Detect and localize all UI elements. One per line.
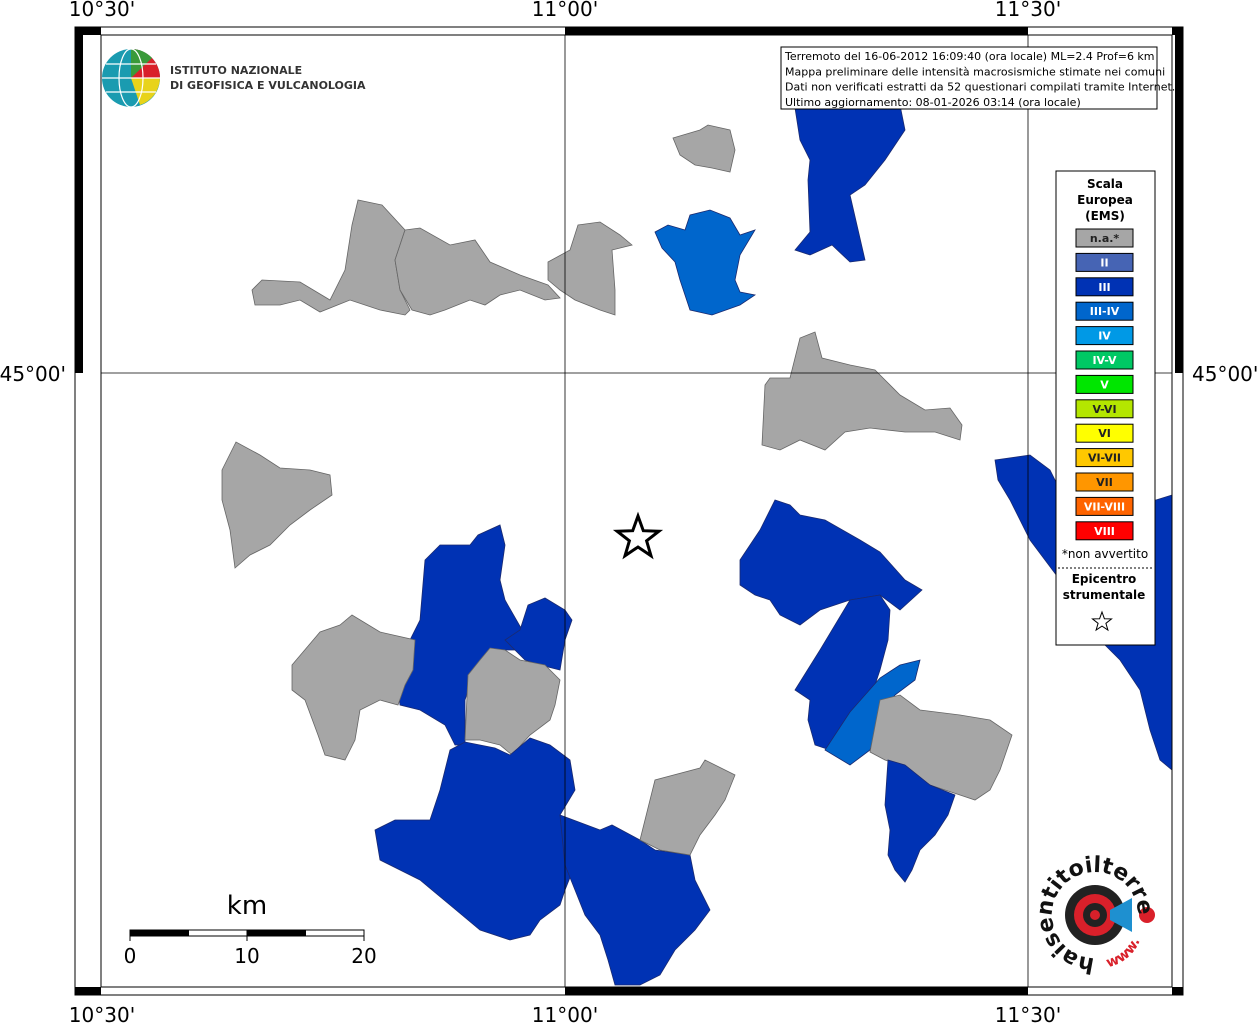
scale-bar: km 0 10 20 <box>124 891 377 968</box>
info-line: Dati non verificati estratti da 52 quest… <box>785 81 1175 94</box>
scale-unit: km <box>227 891 267 921</box>
municipality <box>761 331 963 451</box>
legend-title: (EMS) <box>1085 209 1125 223</box>
municipality <box>739 499 923 626</box>
municipality <box>251 199 411 316</box>
municipality <box>654 209 757 316</box>
legend-swatch <box>1075 374 1134 394</box>
longitude-label: 11°00' <box>532 0 598 21</box>
legend-epicenter-title: Epicentro <box>1072 572 1137 586</box>
municipality <box>672 124 736 173</box>
legend-swatch <box>1075 228 1134 248</box>
legend-swatch <box>1075 277 1134 297</box>
graticule <box>101 35 1172 987</box>
info-line: Mappa preliminare delle intensità macros… <box>785 65 1165 78</box>
legend-epicenter-title: strumentale <box>1063 588 1146 602</box>
municipality <box>397 524 526 746</box>
legend-label: III-IV <box>1090 305 1120 318</box>
longitude-label: 10°30' <box>69 1003 135 1024</box>
latitude-label: 45°00' <box>0 362 66 386</box>
legend-label: V-VI <box>1092 403 1116 416</box>
epicenter-symbol <box>1091 610 1113 632</box>
legend-label: VI-VII <box>1088 452 1121 465</box>
logo-text: DI GEOFISICA E VULCANOLOGIA <box>170 79 366 92</box>
legend: ScalaEuropea(EMS)n.a.*IIIIIIII-IVIVIV-VV… <box>1055 170 1156 646</box>
logo-text: ISTITUTO NAZIONALE <box>170 64 302 77</box>
legend-swatch <box>1075 326 1134 346</box>
legend-label: V <box>1100 378 1109 391</box>
info-line: Terremoto del 16-06-2012 16:09:40 (ora l… <box>784 50 1155 63</box>
scale-label: 20 <box>351 944 376 968</box>
legend-label: III <box>1098 281 1110 294</box>
legend-label: IV <box>1098 330 1111 343</box>
legend-title: Europea <box>1077 193 1133 207</box>
info-line: Ultimo aggiornamento: 08-01-2026 03:14 (… <box>785 96 1081 109</box>
legend-swatch <box>1075 350 1134 370</box>
scale-label: 0 <box>124 944 137 968</box>
municipality <box>547 221 633 316</box>
epicenter <box>612 511 664 560</box>
legend-title: Scala <box>1087 177 1123 191</box>
legend-swatch <box>1075 399 1134 419</box>
legend-swatch <box>1075 472 1134 492</box>
municipality <box>794 104 906 263</box>
map-frame <box>74 26 1184 996</box>
legend-swatch <box>1075 496 1134 516</box>
legend-swatch <box>1075 448 1134 468</box>
municipality <box>884 759 956 883</box>
municipality <box>394 227 561 316</box>
longitude-label: 10°30' <box>69 0 135 21</box>
legend-label: VII <box>1096 476 1113 489</box>
legend-label: n.a.* <box>1090 232 1120 245</box>
municipality <box>824 659 921 766</box>
legend-label: VII-VIII <box>1084 500 1125 513</box>
legend-label: IV-V <box>1092 354 1117 367</box>
municipality <box>291 614 416 761</box>
legend-swatch <box>1075 521 1134 541</box>
legend-label: VI <box>1098 427 1111 440</box>
municipality <box>464 647 561 756</box>
municipality <box>639 759 736 856</box>
longitude-label: 11°30' <box>995 0 1061 21</box>
scale-label: 10 <box>234 944 259 968</box>
legend-note: *non avvertito <box>1062 547 1148 561</box>
longitude-label: 11°00' <box>532 1003 598 1024</box>
legend-swatch <box>1075 252 1134 272</box>
legend-label: VIII <box>1094 525 1115 538</box>
latitude-label: 45°00' <box>1192 362 1257 386</box>
legend-label: II <box>1100 256 1108 269</box>
ingv-logo: ISTITUTO NAZIONALE DI GEOFISICA E VULCAN… <box>102 48 366 108</box>
municipality <box>374 737 576 941</box>
legend-swatch <box>1075 423 1134 443</box>
municipalities <box>221 104 1173 986</box>
info-box: Terremoto del 16-06-2012 16:09:40 (ora l… <box>780 46 1175 110</box>
legend-swatch <box>1075 301 1134 321</box>
longitude-label: 11°30' <box>995 1003 1061 1024</box>
municipality <box>221 441 333 569</box>
